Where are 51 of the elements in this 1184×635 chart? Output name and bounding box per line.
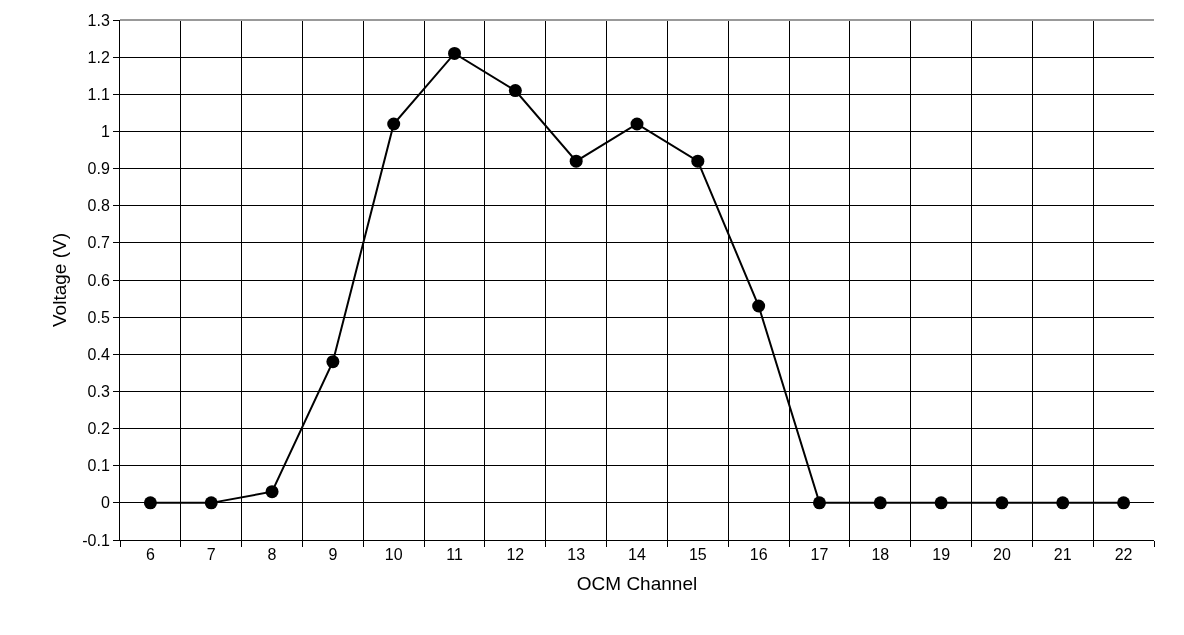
x-tick-label: 20 <box>993 546 1011 564</box>
y-tick-label: 0.4 <box>87 345 110 363</box>
y-tick-label: 0.6 <box>87 271 110 289</box>
x-tick-label: 13 <box>567 546 586 564</box>
point <box>934 496 948 510</box>
point <box>1056 496 1070 510</box>
x-tick-label: 16 <box>749 546 768 564</box>
y-tick-label: 0.7 <box>87 234 110 252</box>
y-tick-label: 0.1 <box>87 457 110 475</box>
x-tick-label: 18 <box>871 546 890 564</box>
x-tick-label: 6 <box>145 546 155 564</box>
x-tick-label: 10 <box>384 546 403 564</box>
point <box>204 496 218 510</box>
point <box>630 117 644 131</box>
x-tick-label: 9 <box>328 546 338 564</box>
y-tick-label: 1 <box>100 123 110 141</box>
x-tick-label: 15 <box>688 546 707 564</box>
y-tick-label: 1.2 <box>87 48 110 66</box>
x-axis-title: OCM Channel <box>576 573 698 594</box>
y-tick-label: 0.3 <box>87 383 110 401</box>
x-tick-label: 7 <box>206 546 216 564</box>
x-tick-label: 19 <box>932 546 951 564</box>
y-tick-label: 0.5 <box>87 308 110 326</box>
y-tick-label: 1.3 <box>87 11 110 29</box>
y-tick-label: 1.1 <box>87 85 110 103</box>
y-tick-label: -0.1 <box>82 531 110 549</box>
point <box>812 496 826 510</box>
x-tick-label: 14 <box>628 546 646 564</box>
point <box>691 154 705 168</box>
point <box>387 117 401 131</box>
x-tick-label: 8 <box>267 546 277 564</box>
x-tick-label: 17 <box>810 546 829 564</box>
point <box>1117 496 1131 510</box>
y-tick-label: 0.2 <box>87 420 110 438</box>
point <box>448 46 462 60</box>
point <box>143 496 157 510</box>
y-tick-label: 0.9 <box>87 160 110 178</box>
point <box>569 154 583 168</box>
point <box>508 84 522 98</box>
x-tick-label: 22 <box>1114 546 1133 564</box>
x-tick-label: 12 <box>506 546 525 564</box>
point <box>995 496 1009 510</box>
point <box>752 299 766 313</box>
y-tick-label: 0.8 <box>87 197 110 215</box>
point <box>873 496 887 510</box>
y-tick-label: 0 <box>100 494 110 512</box>
x-tick-label: 21 <box>1053 546 1072 564</box>
y-axis-title: Voltage (V) <box>49 233 71 327</box>
point <box>265 485 279 499</box>
x-tick-label: 11 <box>446 546 463 564</box>
point <box>326 355 340 369</box>
